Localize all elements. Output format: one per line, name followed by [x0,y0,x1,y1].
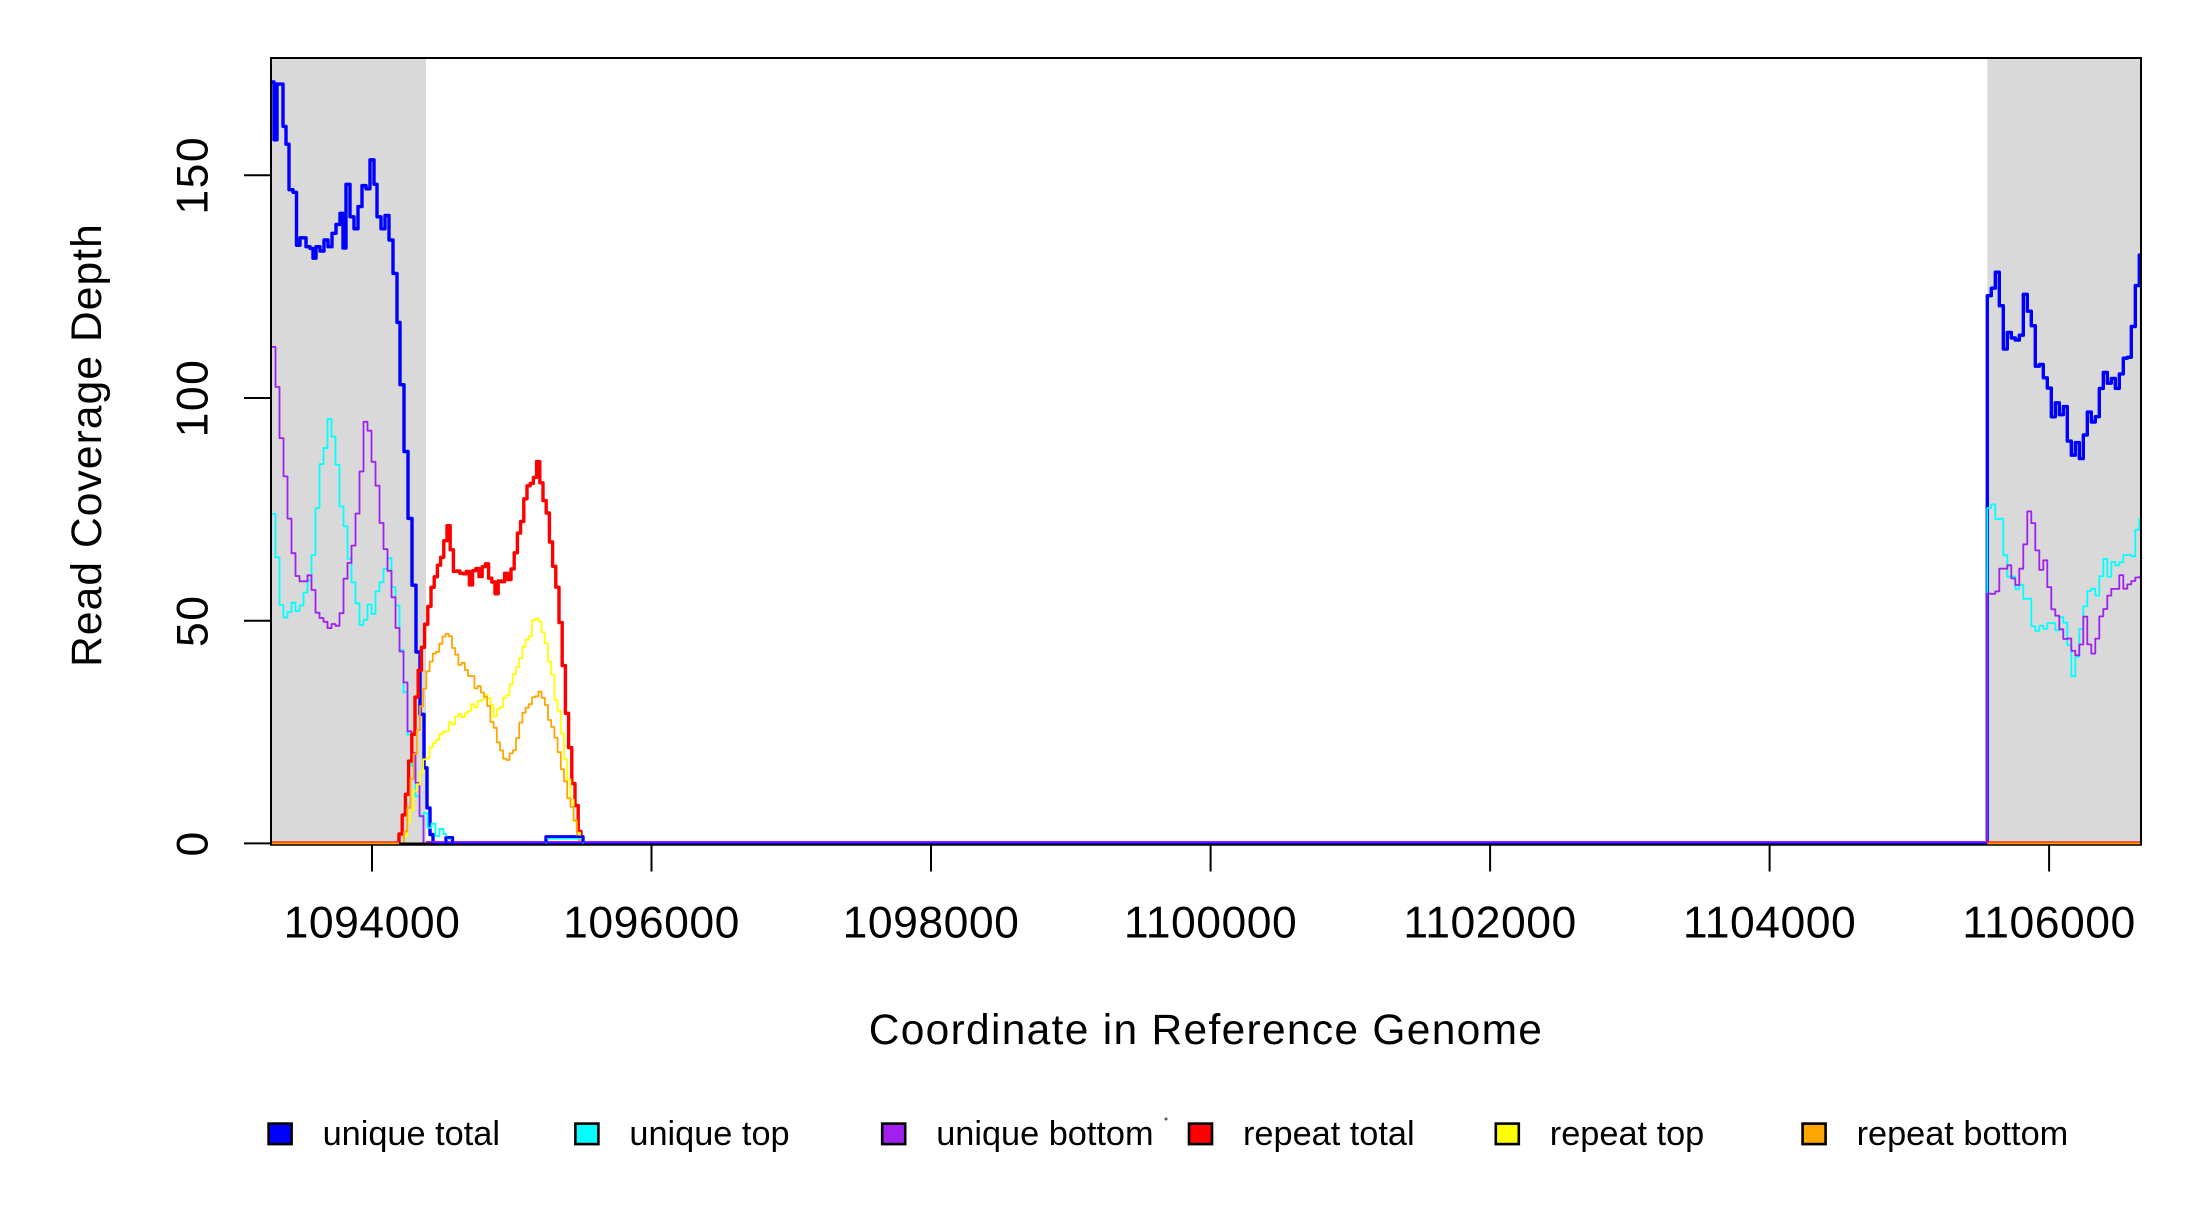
svg-text:1098000: 1098000 [843,899,1020,948]
svg-text:100: 100 [169,359,218,438]
svg-text:150: 150 [169,136,218,215]
svg-text:repeat top: repeat top [1550,1115,1704,1153]
svg-text:Read Coverage Depth: Read Coverage Depth [64,223,111,667]
svg-text:repeat bottom: repeat bottom [1857,1115,2069,1153]
svg-text:1104000: 1104000 [1683,899,1856,948]
svg-text:repeat total: repeat total [1243,1115,1415,1153]
svg-text:1100000: 1100000 [1124,899,1297,948]
svg-text:1106000: 1106000 [1962,899,2135,948]
svg-text:unique total: unique total [323,1115,500,1153]
svg-text:unique bottom: unique bottom [936,1115,1153,1153]
svg-text:50: 50 [169,594,218,647]
svg-text:0: 0 [169,830,218,856]
svg-text:unique top: unique top [629,1115,789,1153]
svg-text:1094000: 1094000 [284,899,461,948]
svg-text:1096000: 1096000 [563,899,740,948]
svg-text:1102000: 1102000 [1403,899,1576,948]
svg-text:Coordinate in Reference Genome: Coordinate in Reference Genome [869,1007,1544,1054]
